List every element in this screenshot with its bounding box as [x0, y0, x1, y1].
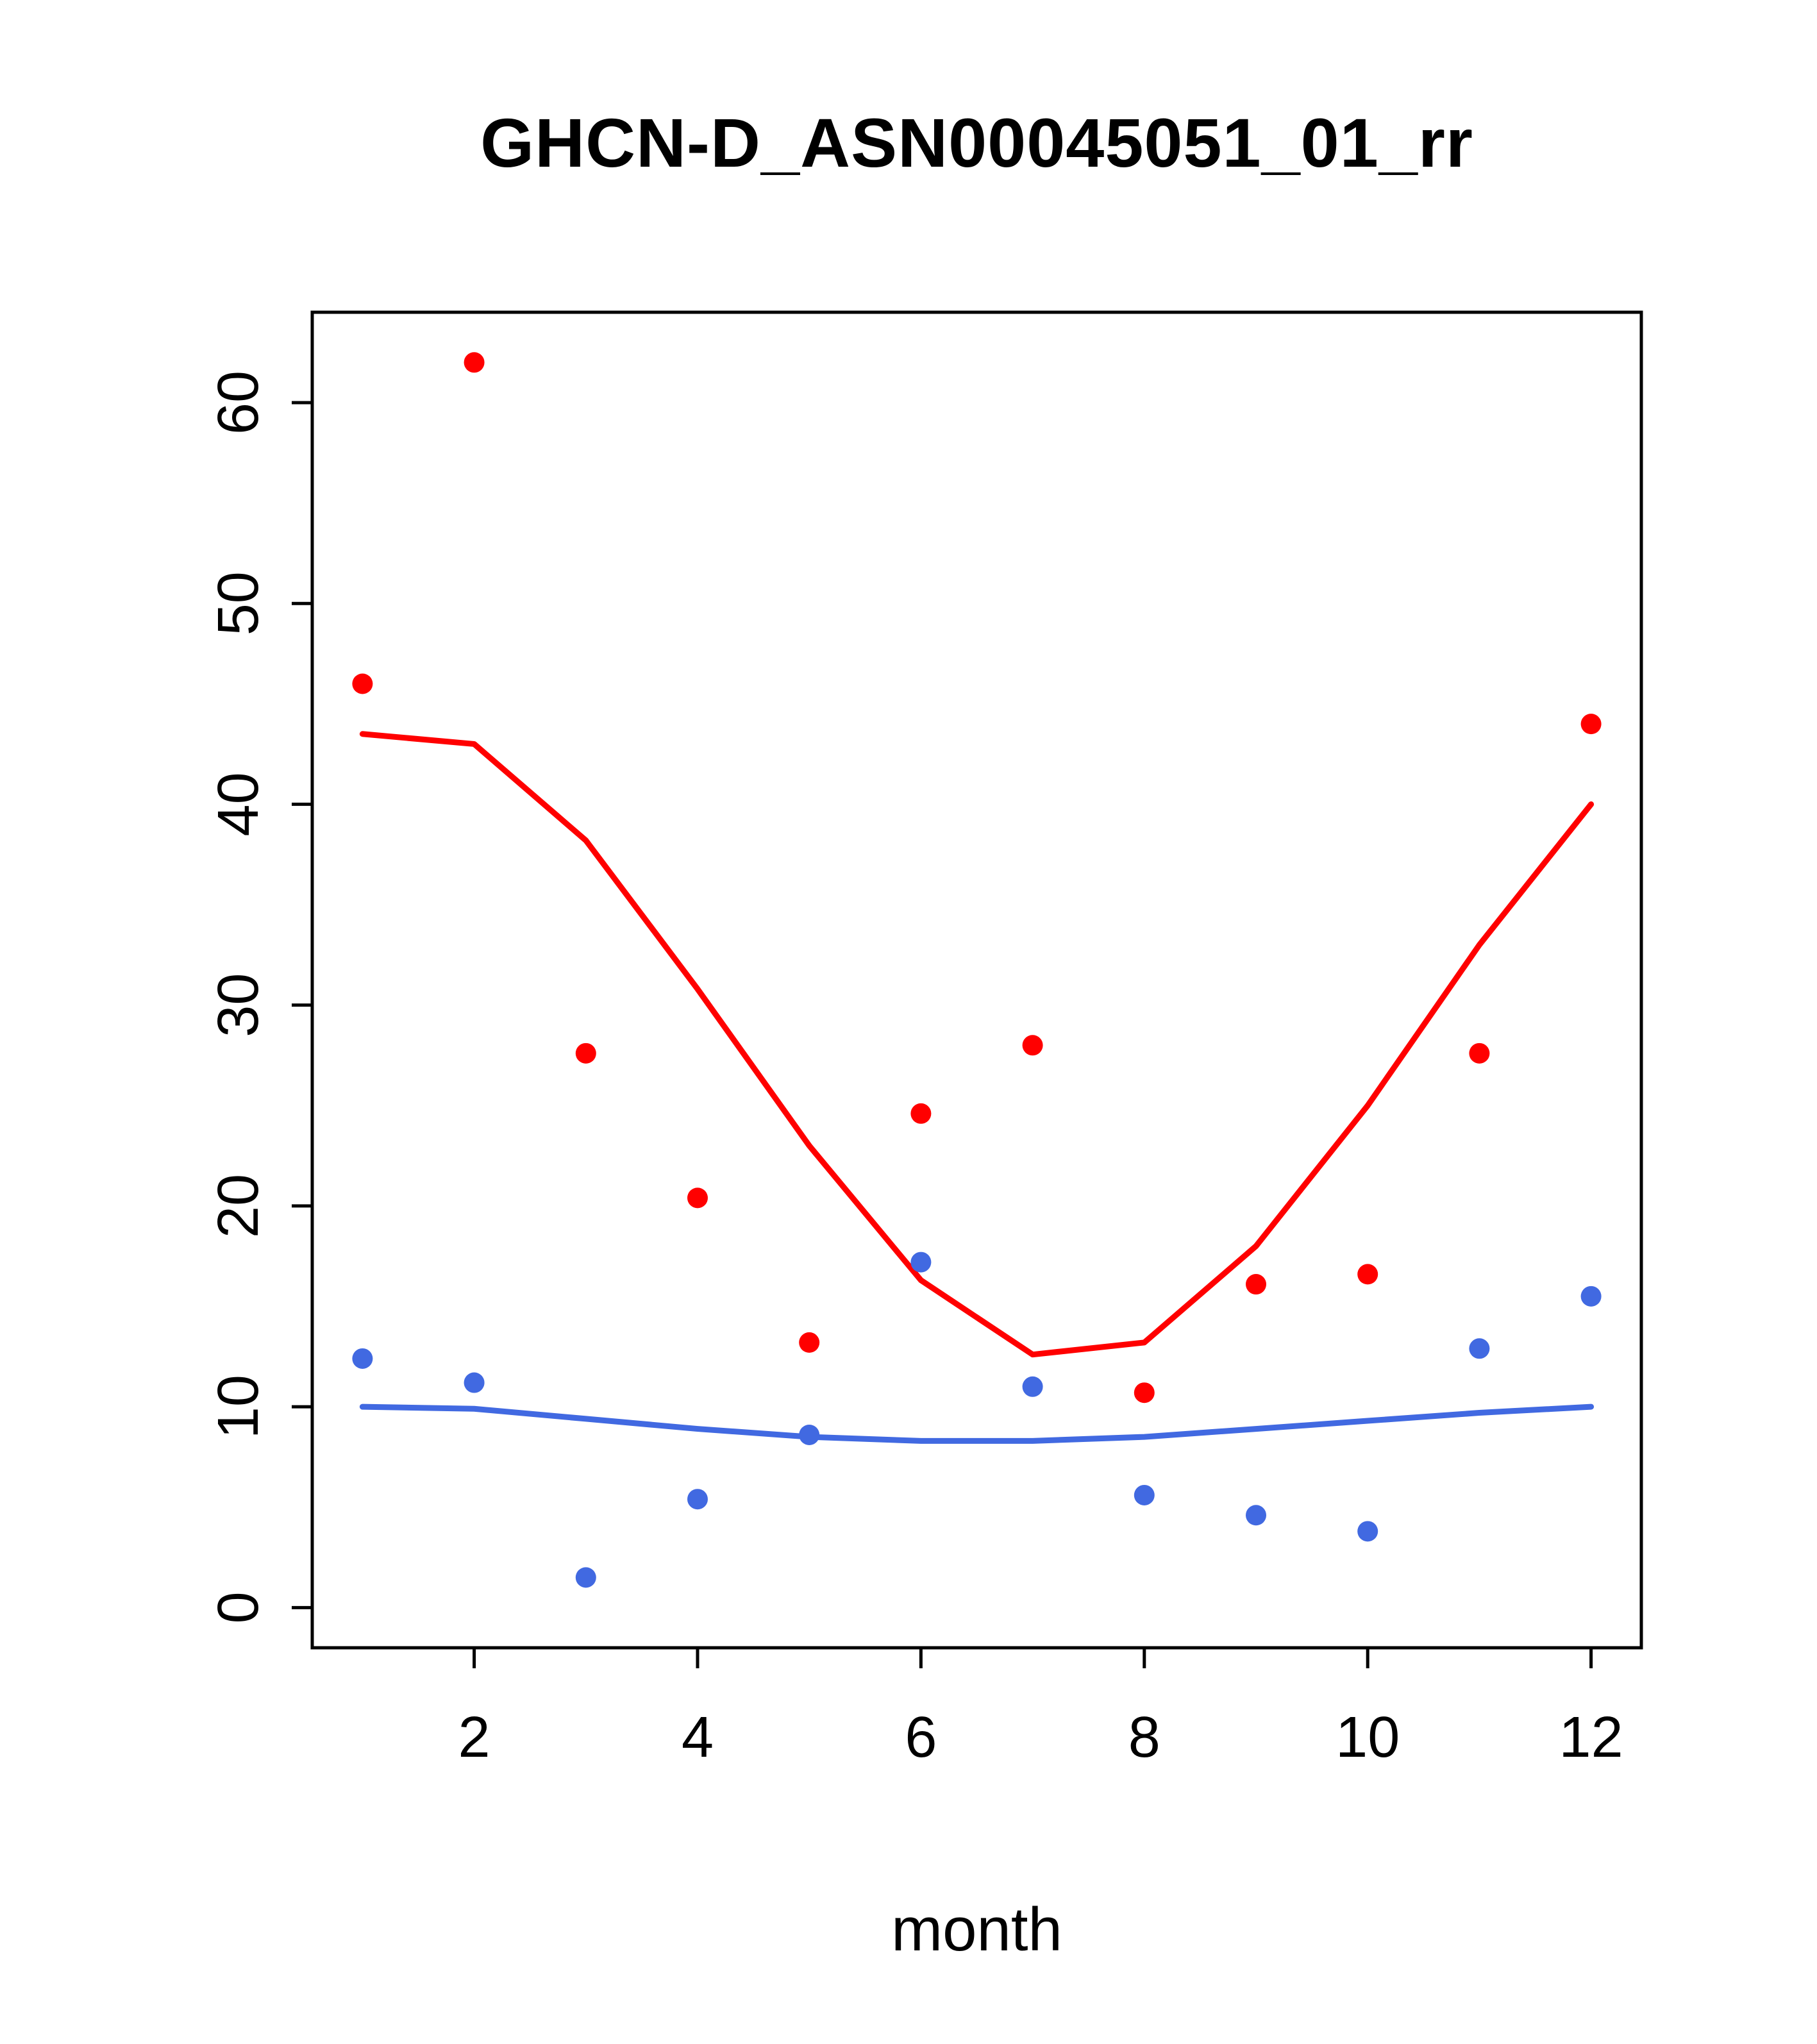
data-point-points-blue [687, 1489, 708, 1510]
series-line-red [359, 731, 1595, 1358]
x-tick-label: 12 [1559, 1705, 1623, 1770]
data-point-points-red [1580, 714, 1602, 735]
data-point-points-red [352, 673, 373, 694]
data-point-points-blue [464, 1372, 485, 1393]
data-point-points-red [1357, 1264, 1378, 1285]
data-point-points-red [464, 352, 485, 373]
data-point-points-blue [1469, 1338, 1490, 1359]
data-point-points-red [1469, 1043, 1490, 1064]
data-point-points-red [687, 1187, 708, 1209]
x-axis-label: month [891, 1895, 1062, 1964]
data-point-points-blue [1246, 1505, 1267, 1526]
data-point-points-red [1134, 1382, 1155, 1403]
data-point-points-blue [799, 1424, 820, 1445]
data-point-points-blue [1134, 1484, 1155, 1505]
chart-title: GHCN-D_ASN00045051_01_rr [480, 104, 1473, 181]
y-tick-label: 50 [206, 571, 271, 635]
y-tick-label: 60 [206, 371, 271, 435]
data-point-points-red [1022, 1035, 1043, 1056]
data-point-points-red [910, 1103, 932, 1124]
data-point-points-blue [1022, 1376, 1043, 1397]
data-point-points-blue [352, 1348, 373, 1369]
x-tick-label: 10 [1336, 1705, 1400, 1770]
y-tick-label: 0 [206, 1591, 271, 1623]
x-tick-label: 6 [905, 1705, 937, 1770]
plot-box [310, 310, 1643, 1650]
y-tick-label: 30 [206, 973, 271, 1037]
data-point-points-blue [1357, 1521, 1378, 1542]
y-tick-label: 10 [206, 1375, 271, 1439]
data-point-points-blue [1580, 1286, 1602, 1307]
series-line-blue [359, 1403, 1595, 1444]
data-point-points-red [1246, 1274, 1267, 1295]
y-tick-label: 40 [206, 772, 271, 836]
x-tick-label: 2 [458, 1705, 490, 1770]
data-point-points-red [575, 1043, 596, 1064]
data-point-points-blue [575, 1567, 596, 1588]
x-tick-label: 8 [1128, 1705, 1160, 1770]
x-tick-label: 4 [682, 1705, 714, 1770]
data-point-points-red [799, 1332, 820, 1353]
y-tick-label: 20 [206, 1174, 271, 1238]
data-point-points-blue [910, 1252, 932, 1273]
